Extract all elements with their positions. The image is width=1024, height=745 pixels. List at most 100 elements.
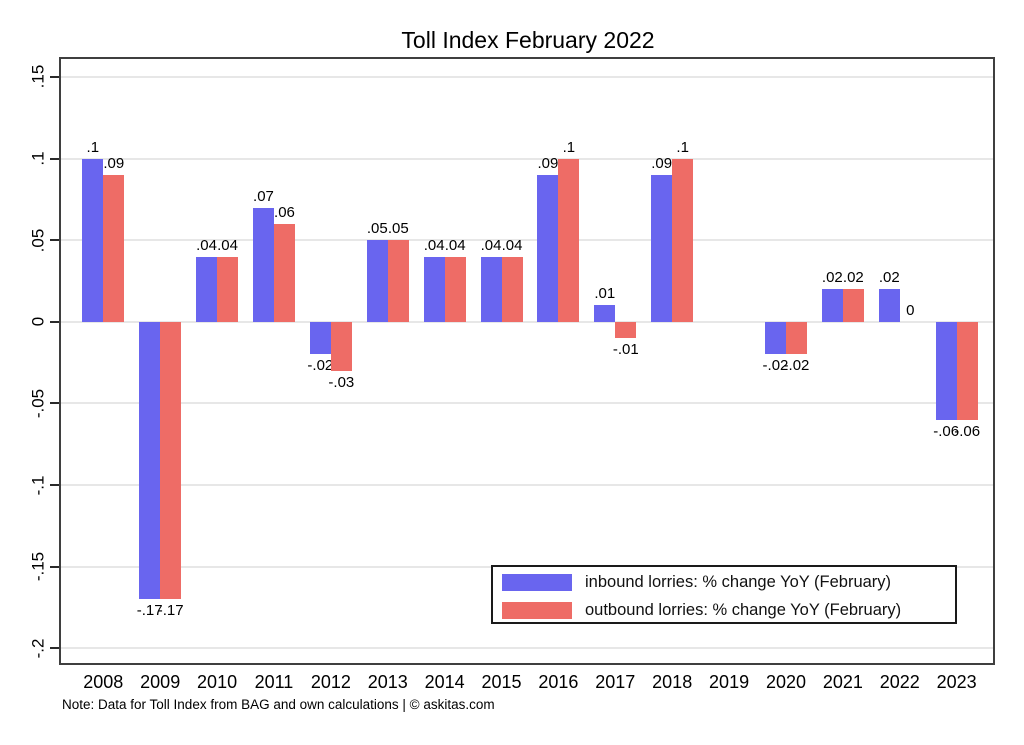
bar-outbound-2008	[103, 174, 125, 322]
legend-label-outbound: outbound lorries: % change YoY (February…	[585, 601, 902, 619]
bar-outbound-2009	[160, 321, 182, 600]
bar-outbound-2016	[558, 158, 580, 322]
y-axis-tick-label: -.05	[28, 388, 48, 419]
bar-outbound-2012	[330, 321, 352, 371]
y-axis-tick-label: .05	[28, 228, 48, 253]
gridline	[61, 75, 993, 78]
bar-inbound-2009	[139, 321, 161, 600]
bar-inbound-2016	[537, 174, 559, 322]
bar-inbound-2011	[252, 207, 274, 322]
bar-value-label: -.01	[612, 341, 639, 359]
x-axis-tick-label: 2017	[595, 672, 636, 692]
y-axis-tick-label: -.1	[28, 475, 48, 495]
bar-value-label: .02	[878, 269, 900, 287]
gridline	[61, 239, 993, 242]
bar-inbound-2013	[366, 240, 388, 322]
x-axis-tick-label: 2014	[424, 672, 465, 692]
bar-outbound-2021	[842, 289, 864, 322]
bar-value-label: .04	[444, 236, 466, 254]
bar-outbound-2015	[501, 256, 523, 322]
bar-value-label: .09	[103, 154, 125, 172]
bar-value-label: .02	[842, 269, 864, 287]
bar-value-label: .06	[274, 203, 295, 221]
bar-outbound-2010	[217, 256, 239, 322]
bar-inbound-2021	[821, 289, 843, 322]
x-axis-tick-label: 2012	[310, 672, 351, 692]
legend-label-inbound: inbound lorries: % change YoY (February)	[585, 573, 892, 591]
y-axis-tick	[50, 647, 59, 650]
bar-inbound-2022	[878, 289, 900, 322]
gridline	[61, 320, 993, 323]
bar-inbound-2018	[651, 174, 673, 322]
bar-value-label: -.02	[783, 357, 810, 375]
x-axis-tick-label: 2008	[83, 672, 124, 692]
bar-inbound-2015	[480, 256, 502, 322]
x-axis-tick-label: 2015	[481, 672, 522, 692]
x-axis-tick-label: 2011	[254, 672, 294, 692]
bar-outbound-2014	[444, 256, 466, 322]
bar-inbound-2014	[423, 256, 445, 322]
gridline	[61, 402, 993, 405]
x-axis-tick-label: 2022	[879, 672, 920, 692]
chart-title: Toll Index February 2022	[401, 27, 655, 53]
y-axis-tick-label: -.2	[28, 638, 48, 659]
legend: inbound lorries: % change YoY (February)…	[491, 565, 957, 624]
gridline	[61, 647, 993, 650]
bar-outbound-2018	[672, 158, 694, 322]
bar-value-label: -.02	[307, 357, 334, 375]
y-axis-tick-label: .1	[28, 151, 48, 166]
bar-value-label: .04	[423, 236, 445, 254]
bar-value-label: .04	[501, 236, 523, 254]
y-axis-tick	[50, 484, 59, 487]
y-axis-tick	[50, 75, 59, 78]
x-axis-tick-label: 2016	[538, 672, 579, 692]
bar-value-label: -.02	[762, 357, 789, 375]
y-axis-tick	[50, 157, 59, 160]
bar-value-label: .1	[676, 138, 689, 156]
bar-value-label: -.06	[933, 422, 960, 440]
bar-value-label: .04	[217, 236, 238, 254]
bar-value-label: -.03	[328, 373, 355, 391]
x-axis-tick-label: 2018	[652, 672, 693, 692]
bar-value-label: .02	[821, 269, 843, 287]
bar-value-label: .1	[86, 138, 100, 156]
bar-value-label: .04	[480, 236, 502, 254]
bar-value-label: 0	[906, 301, 915, 319]
gridline	[61, 157, 993, 160]
bar-inbound-2008	[82, 158, 104, 322]
inbound-color-swatch	[502, 574, 572, 591]
bar-outbound-2011	[273, 223, 295, 322]
y-axis-tick-label: -.15	[28, 552, 48, 582]
x-axis-tick-label: 2021	[822, 672, 863, 692]
x-axis-tick-label: 2009	[140, 672, 181, 692]
y-axis-tick	[50, 565, 59, 568]
outbound-color-swatch	[502, 602, 572, 619]
bar-value-label: -.17	[157, 602, 184, 620]
bar-value-label: -.17	[136, 602, 163, 620]
bar-value-label: .1	[562, 138, 576, 156]
x-axis-tick-label: 2020	[765, 672, 806, 692]
plot-area: .1.09 -.17 -.17.04.04.07.06 -.02 -.03.05.05.…	[50, 57, 995, 665]
bar-inbound-2010	[196, 256, 218, 322]
x-axis-tick-label: 2013	[367, 672, 408, 692]
bar-outbound-2020	[785, 321, 807, 355]
legend-item-inbound: inbound lorries: % change YoY (February)	[502, 574, 891, 591]
x-axis-tick-label: 2019	[709, 672, 750, 692]
bar-outbound-2017	[615, 321, 637, 339]
x-axis-tick-label: 2023	[936, 672, 977, 692]
y-axis-tick-label: .15	[28, 65, 48, 89]
bar-value-label: .05	[387, 220, 409, 238]
bar-value-label: .04	[196, 236, 217, 254]
bar-inbound-2023	[935, 321, 957, 420]
bar-outbound-2023	[956, 321, 978, 420]
x-axis-tick-label: 2010	[197, 672, 238, 692]
bar-value-label: .09	[537, 154, 559, 172]
bar-value-label: -.06	[954, 422, 981, 440]
source-note: Note: Data for Toll Index from BAG and o…	[62, 697, 495, 712]
y-axis-tick-label: 0	[28, 317, 48, 327]
legend-item-outbound: outbound lorries: % change YoY (February…	[502, 602, 901, 619]
bar-value-label: .01	[594, 285, 616, 303]
y-axis-tick	[50, 402, 59, 405]
y-axis-tick	[50, 320, 59, 323]
